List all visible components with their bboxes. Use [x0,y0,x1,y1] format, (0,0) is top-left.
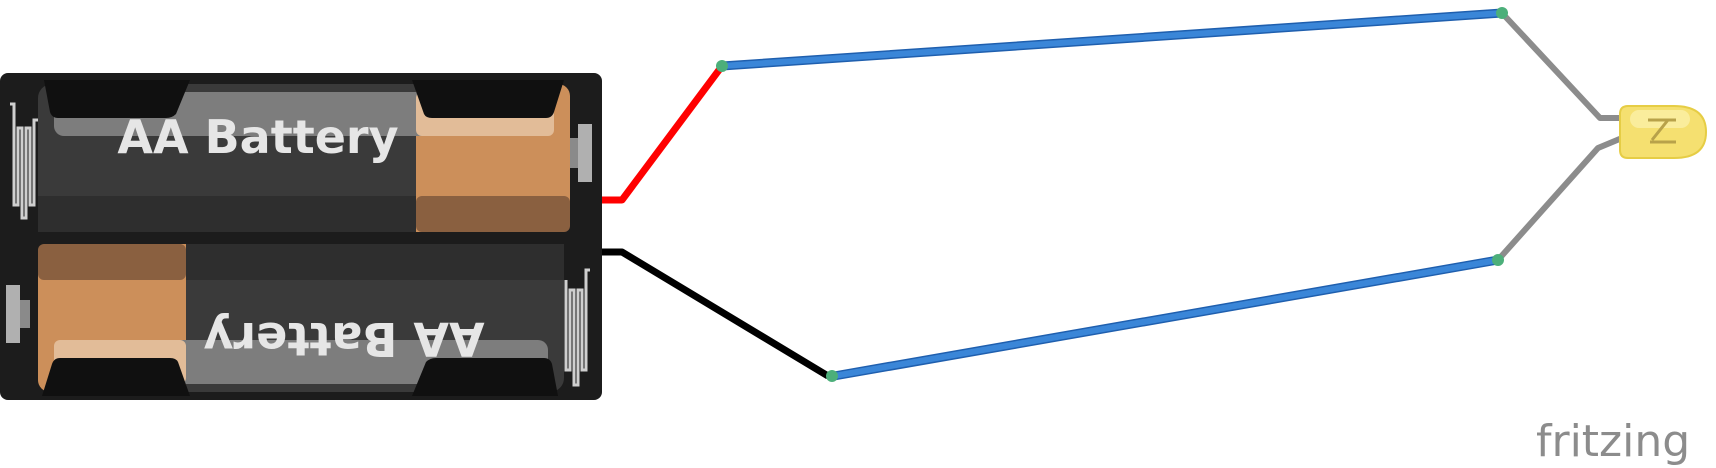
spring-contact-left [10,102,38,220]
battery-cell-top-label: AA Battery [117,110,398,164]
wire-endpoints [716,7,1508,382]
flat-contact-left [6,285,20,343]
fritzing-logo: fritzing [1536,416,1690,467]
led[interactable] [1619,105,1708,159]
endpoint-led-anode[interactable] [1496,7,1508,19]
flat-contact-left-tab [20,300,30,328]
led-lead-anode[interactable] [1499,10,1622,121]
wire-battery-negative[interactable] [602,248,830,379]
battery-holder[interactable]: AA Battery AA Battery [0,73,602,400]
wire-lower-jumper[interactable] [831,257,1501,379]
wire-battery-positive[interactable] [602,63,725,204]
battery-cell-bottom: AA Battery [38,244,564,396]
battery-cell-bottom-label: AA Battery [203,312,484,366]
endpoint-led-cathode[interactable] [1492,254,1504,266]
endpoint-positive-jumper[interactable] [716,60,728,72]
endpoint-negative-jumper[interactable] [826,370,838,382]
flat-contact-right [578,124,592,182]
spring-contact-right [564,268,590,387]
led-diode-symbol [1648,118,1676,144]
led-lead-cathode[interactable] [1495,135,1624,262]
flat-contact-right-tab [568,138,578,168]
wire-upper-jumper[interactable] [719,10,1505,69]
battery-cell-top: AA Battery [38,80,570,232]
